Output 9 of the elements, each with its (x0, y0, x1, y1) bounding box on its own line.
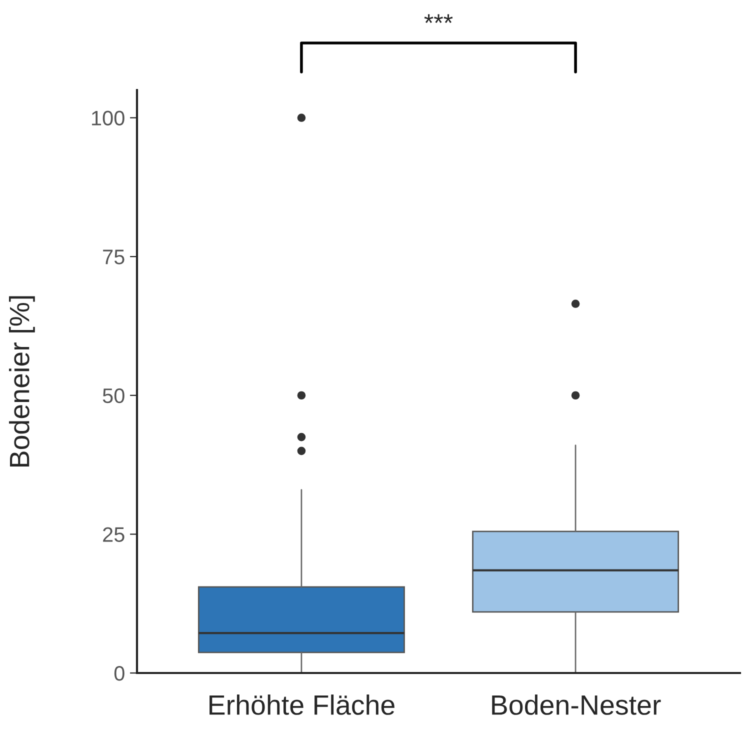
x-tick-label: Erhöhte Fläche (210, 694, 394, 715)
y-tick-label: 50 (102, 388, 124, 404)
x-tick-label: Boden-Nester (492, 694, 661, 715)
text: *** (424, 14, 453, 24)
y-axis-title: Bodeneier [%] (8, 296, 35, 466)
y-tick-label: 0 (114, 666, 124, 681)
y-tick-label: 100 (92, 110, 124, 126)
y-tick-label: 75 (103, 250, 124, 264)
y-tick-label: 25 (103, 527, 124, 542)
